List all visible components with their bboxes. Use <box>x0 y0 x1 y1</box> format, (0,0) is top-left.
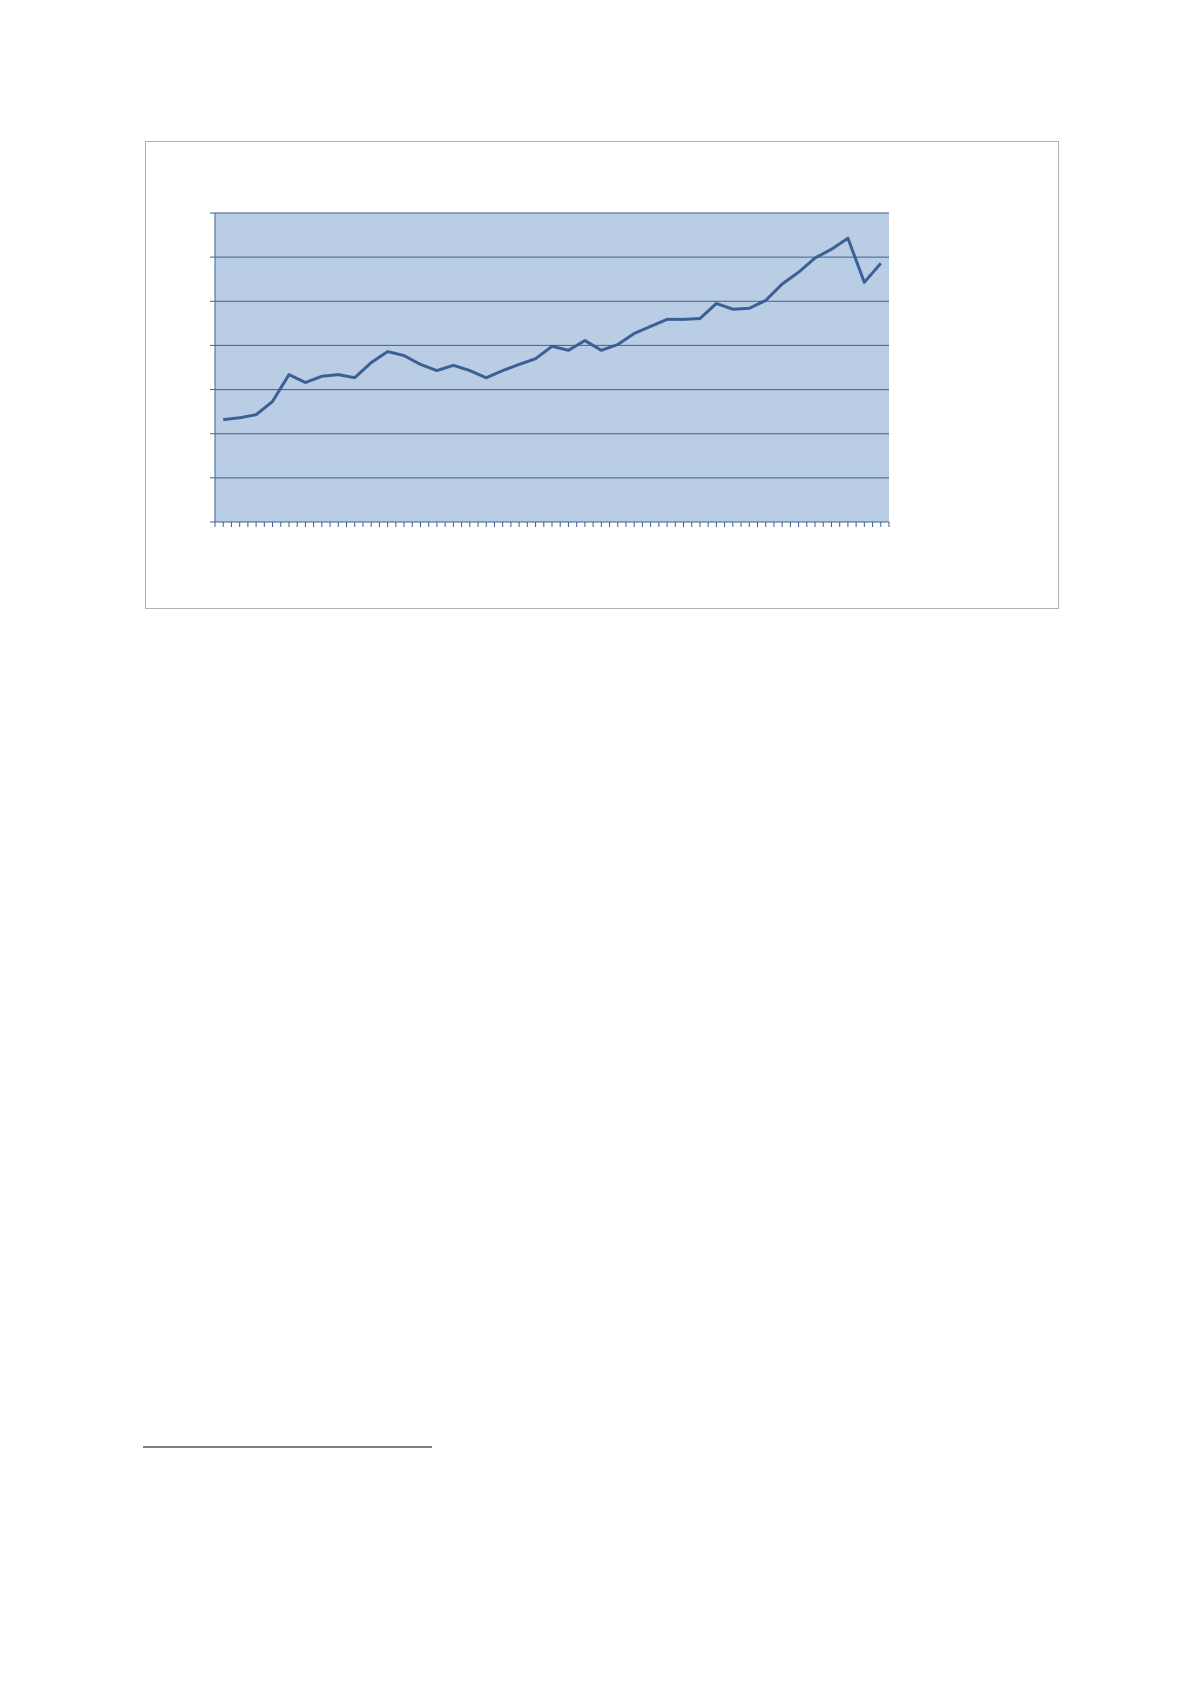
data-line <box>223 236 882 422</box>
plot-area <box>215 213 889 522</box>
